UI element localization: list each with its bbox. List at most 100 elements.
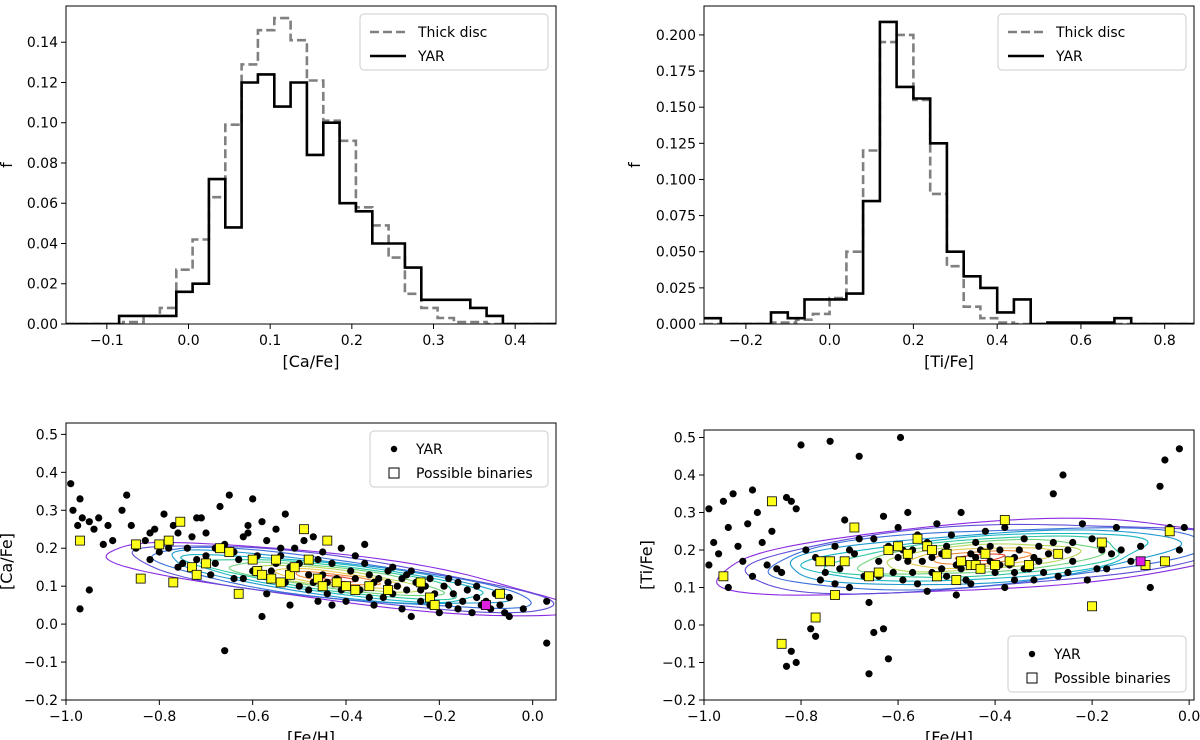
yar-point — [826, 437, 834, 445]
y-tick-label: 0.3 — [674, 506, 696, 522]
yar-point — [748, 572, 757, 580]
binary-point — [927, 545, 937, 555]
y-tick-label: −0.1 — [662, 656, 696, 672]
yar-point — [1083, 576, 1091, 584]
yar-point — [263, 590, 271, 598]
yar-point — [797, 441, 805, 449]
yar-point — [365, 593, 373, 602]
yar-point — [323, 590, 331, 598]
legend-label: YAR — [1053, 647, 1081, 663]
binary-point — [830, 590, 840, 600]
thick-disc-histogram-line — [704, 33, 1194, 324]
binary-point — [1024, 560, 1034, 570]
yar-point — [384, 578, 392, 587]
y-axis-label: [Ca/Fe] — [0, 533, 16, 590]
thick-disc-histogram-line — [66, 16, 556, 324]
yar-point — [1064, 546, 1072, 554]
legend: YAR Possible binaries — [369, 430, 549, 488]
yar-point — [1001, 583, 1009, 592]
y-tick-label: 0.075 — [656, 209, 696, 225]
binary-point — [257, 569, 267, 580]
yar-point — [787, 647, 795, 655]
yar-point — [426, 575, 434, 583]
binary-point — [247, 554, 258, 565]
yar-point — [865, 670, 873, 678]
yar-point — [1030, 553, 1038, 562]
density-contour — [180, 553, 484, 604]
yar-point — [1175, 445, 1183, 453]
binary-point — [175, 516, 186, 527]
yar-point — [351, 552, 359, 560]
x-axis-label: [Fe/H] — [287, 728, 335, 740]
yar-point — [1078, 520, 1086, 528]
yar-point — [894, 523, 902, 532]
y-tick-label: 0.14 — [27, 35, 58, 51]
yar-point — [1049, 538, 1057, 547]
x-tick-label: 0.4 — [986, 333, 1008, 349]
yar-point — [896, 433, 905, 442]
axes-frame — [703, 429, 1195, 701]
binary-point — [718, 571, 729, 582]
density-contour — [800, 532, 1149, 582]
legend: Thick disc YAR — [997, 13, 1187, 71]
yar-point — [193, 556, 201, 564]
yar-point — [894, 553, 902, 562]
x-tick-label: 0.3 — [422, 333, 444, 349]
x-axis-label: [Ti/Fe] — [924, 352, 974, 371]
yar-point — [160, 510, 168, 518]
yar-point — [879, 512, 888, 520]
axes-frame — [65, 422, 557, 701]
yar-point — [943, 572, 951, 580]
legend-label: Possible binaries — [416, 466, 533, 482]
legend-label: YAR — [417, 49, 445, 65]
yar-point — [1117, 546, 1125, 554]
yar-point — [1069, 557, 1077, 565]
yar-point — [342, 597, 350, 605]
yar-point — [370, 601, 378, 609]
x-tick-label: 0.4 — [504, 333, 526, 349]
yar-point — [286, 601, 294, 609]
legend-swatch — [1026, 672, 1038, 684]
yar-point — [174, 529, 182, 537]
y-tick-label: 0.050 — [656, 245, 696, 261]
y-tick-label: −0.2 — [24, 693, 58, 709]
yar-point — [146, 556, 154, 564]
y-tick-label: 0.02 — [27, 277, 58, 293]
density-contour — [954, 553, 1006, 562]
yar-point — [393, 582, 401, 590]
yar-point — [202, 552, 210, 560]
yar-point — [773, 565, 781, 573]
yar-point — [85, 586, 93, 594]
x-tick-label: 0.0 — [522, 709, 544, 725]
yar-point — [76, 495, 84, 503]
x-tick-label: −0.4 — [329, 709, 363, 725]
legend-box — [369, 430, 549, 488]
y-tick-label: 0.10 — [27, 116, 58, 132]
yar-point — [705, 505, 713, 513]
yar-point — [454, 578, 462, 587]
yar-point — [748, 486, 757, 494]
yar-point — [1030, 576, 1038, 584]
yar-point — [729, 490, 737, 498]
yar-point — [763, 561, 771, 569]
legend-label: YAR — [1055, 49, 1083, 65]
yar-point — [347, 567, 355, 575]
binary-point — [980, 548, 991, 559]
yar-point — [351, 575, 359, 583]
yar-point — [389, 563, 397, 571]
legend-label: Thick disc — [417, 25, 487, 41]
legend-swatch — [388, 467, 400, 479]
yar-point — [99, 540, 107, 549]
yar-point — [90, 525, 98, 533]
binary-point — [883, 545, 894, 555]
binary-point — [1087, 601, 1097, 612]
binary-point — [168, 577, 179, 588]
yar-point — [361, 559, 369, 568]
yar-point — [319, 548, 327, 556]
binary-point — [341, 581, 351, 592]
binary-point — [331, 577, 342, 588]
binary-point — [815, 556, 826, 567]
yar-point — [407, 612, 415, 621]
yar-point — [473, 593, 481, 602]
legend-label: YAR — [415, 442, 443, 458]
